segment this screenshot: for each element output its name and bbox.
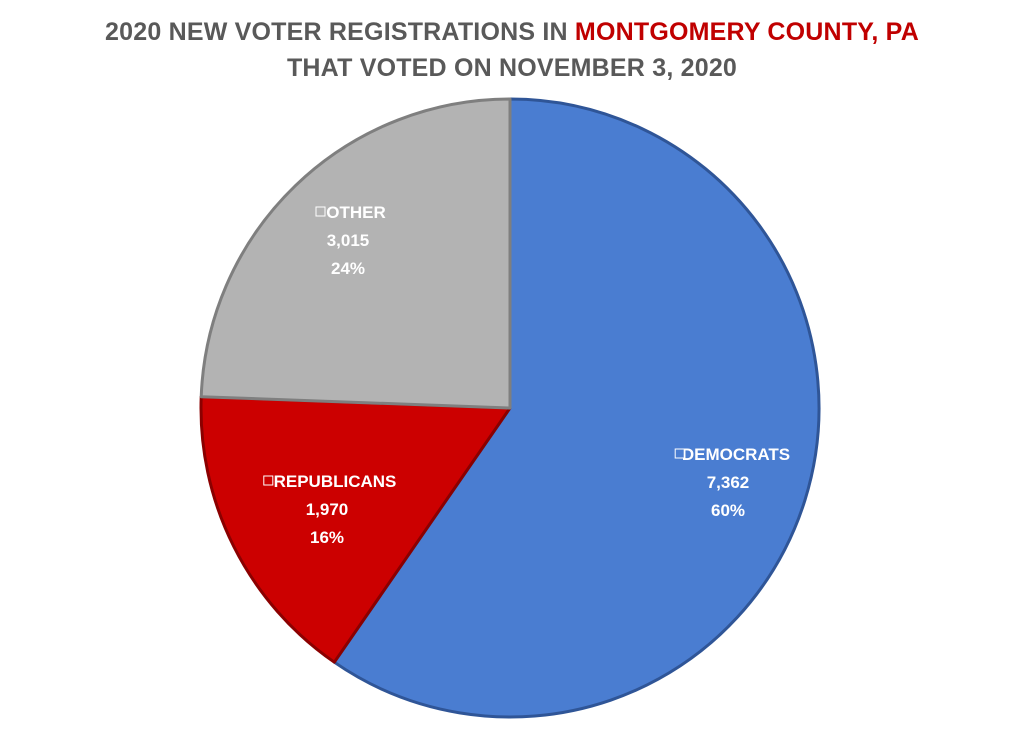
pie-value-republicans: 1,970 — [306, 500, 349, 519]
chart-title-prefix: 2020 NEW VOTER REGISTRATIONS IN — [105, 18, 575, 46]
pie-label-other: OTHER — [326, 203, 386, 222]
pie-percent-republicans: 16% — [310, 528, 344, 547]
pie-value-other: 3,015 — [327, 231, 370, 250]
pie-slice-republicans — [199, 395, 512, 664]
chart-title-county: MONTGOMERY COUNTY, PA — [574, 18, 919, 46]
pie-slice-democrats — [332, 97, 821, 719]
pie-percent-other: 24% — [331, 259, 365, 278]
legend-key-other — [315, 206, 326, 217]
pie-label-republicans: REPUBLICANS — [274, 472, 397, 491]
pie-slice-other — [199, 97, 512, 410]
pie-value-democrats: 7,362 — [707, 473, 750, 492]
chart-title-line-1: 2020 NEW VOTER REGISTRATIONS IN MONTGOME… — [0, 14, 1024, 50]
chart-title-line-2: THAT VOTED ON NOVEMBER 3, 2020 — [286, 54, 738, 82]
legend-key-republicans — [263, 475, 274, 486]
pie-slices — [199, 97, 821, 719]
pie-percent-democrats: 60% — [711, 501, 745, 520]
legend-key-democrats — [674, 448, 685, 459]
pie-labels: DEMOCRATS 7,362 60% REPUBLICANS 1,970 16% OTHE… — [263, 203, 790, 547]
chart-title: 2020 NEW VOTER REGISTRATIONS IN MONTGOME… — [0, 14, 1024, 86]
pie-label-democrats: DEMOCRATS — [682, 445, 790, 464]
